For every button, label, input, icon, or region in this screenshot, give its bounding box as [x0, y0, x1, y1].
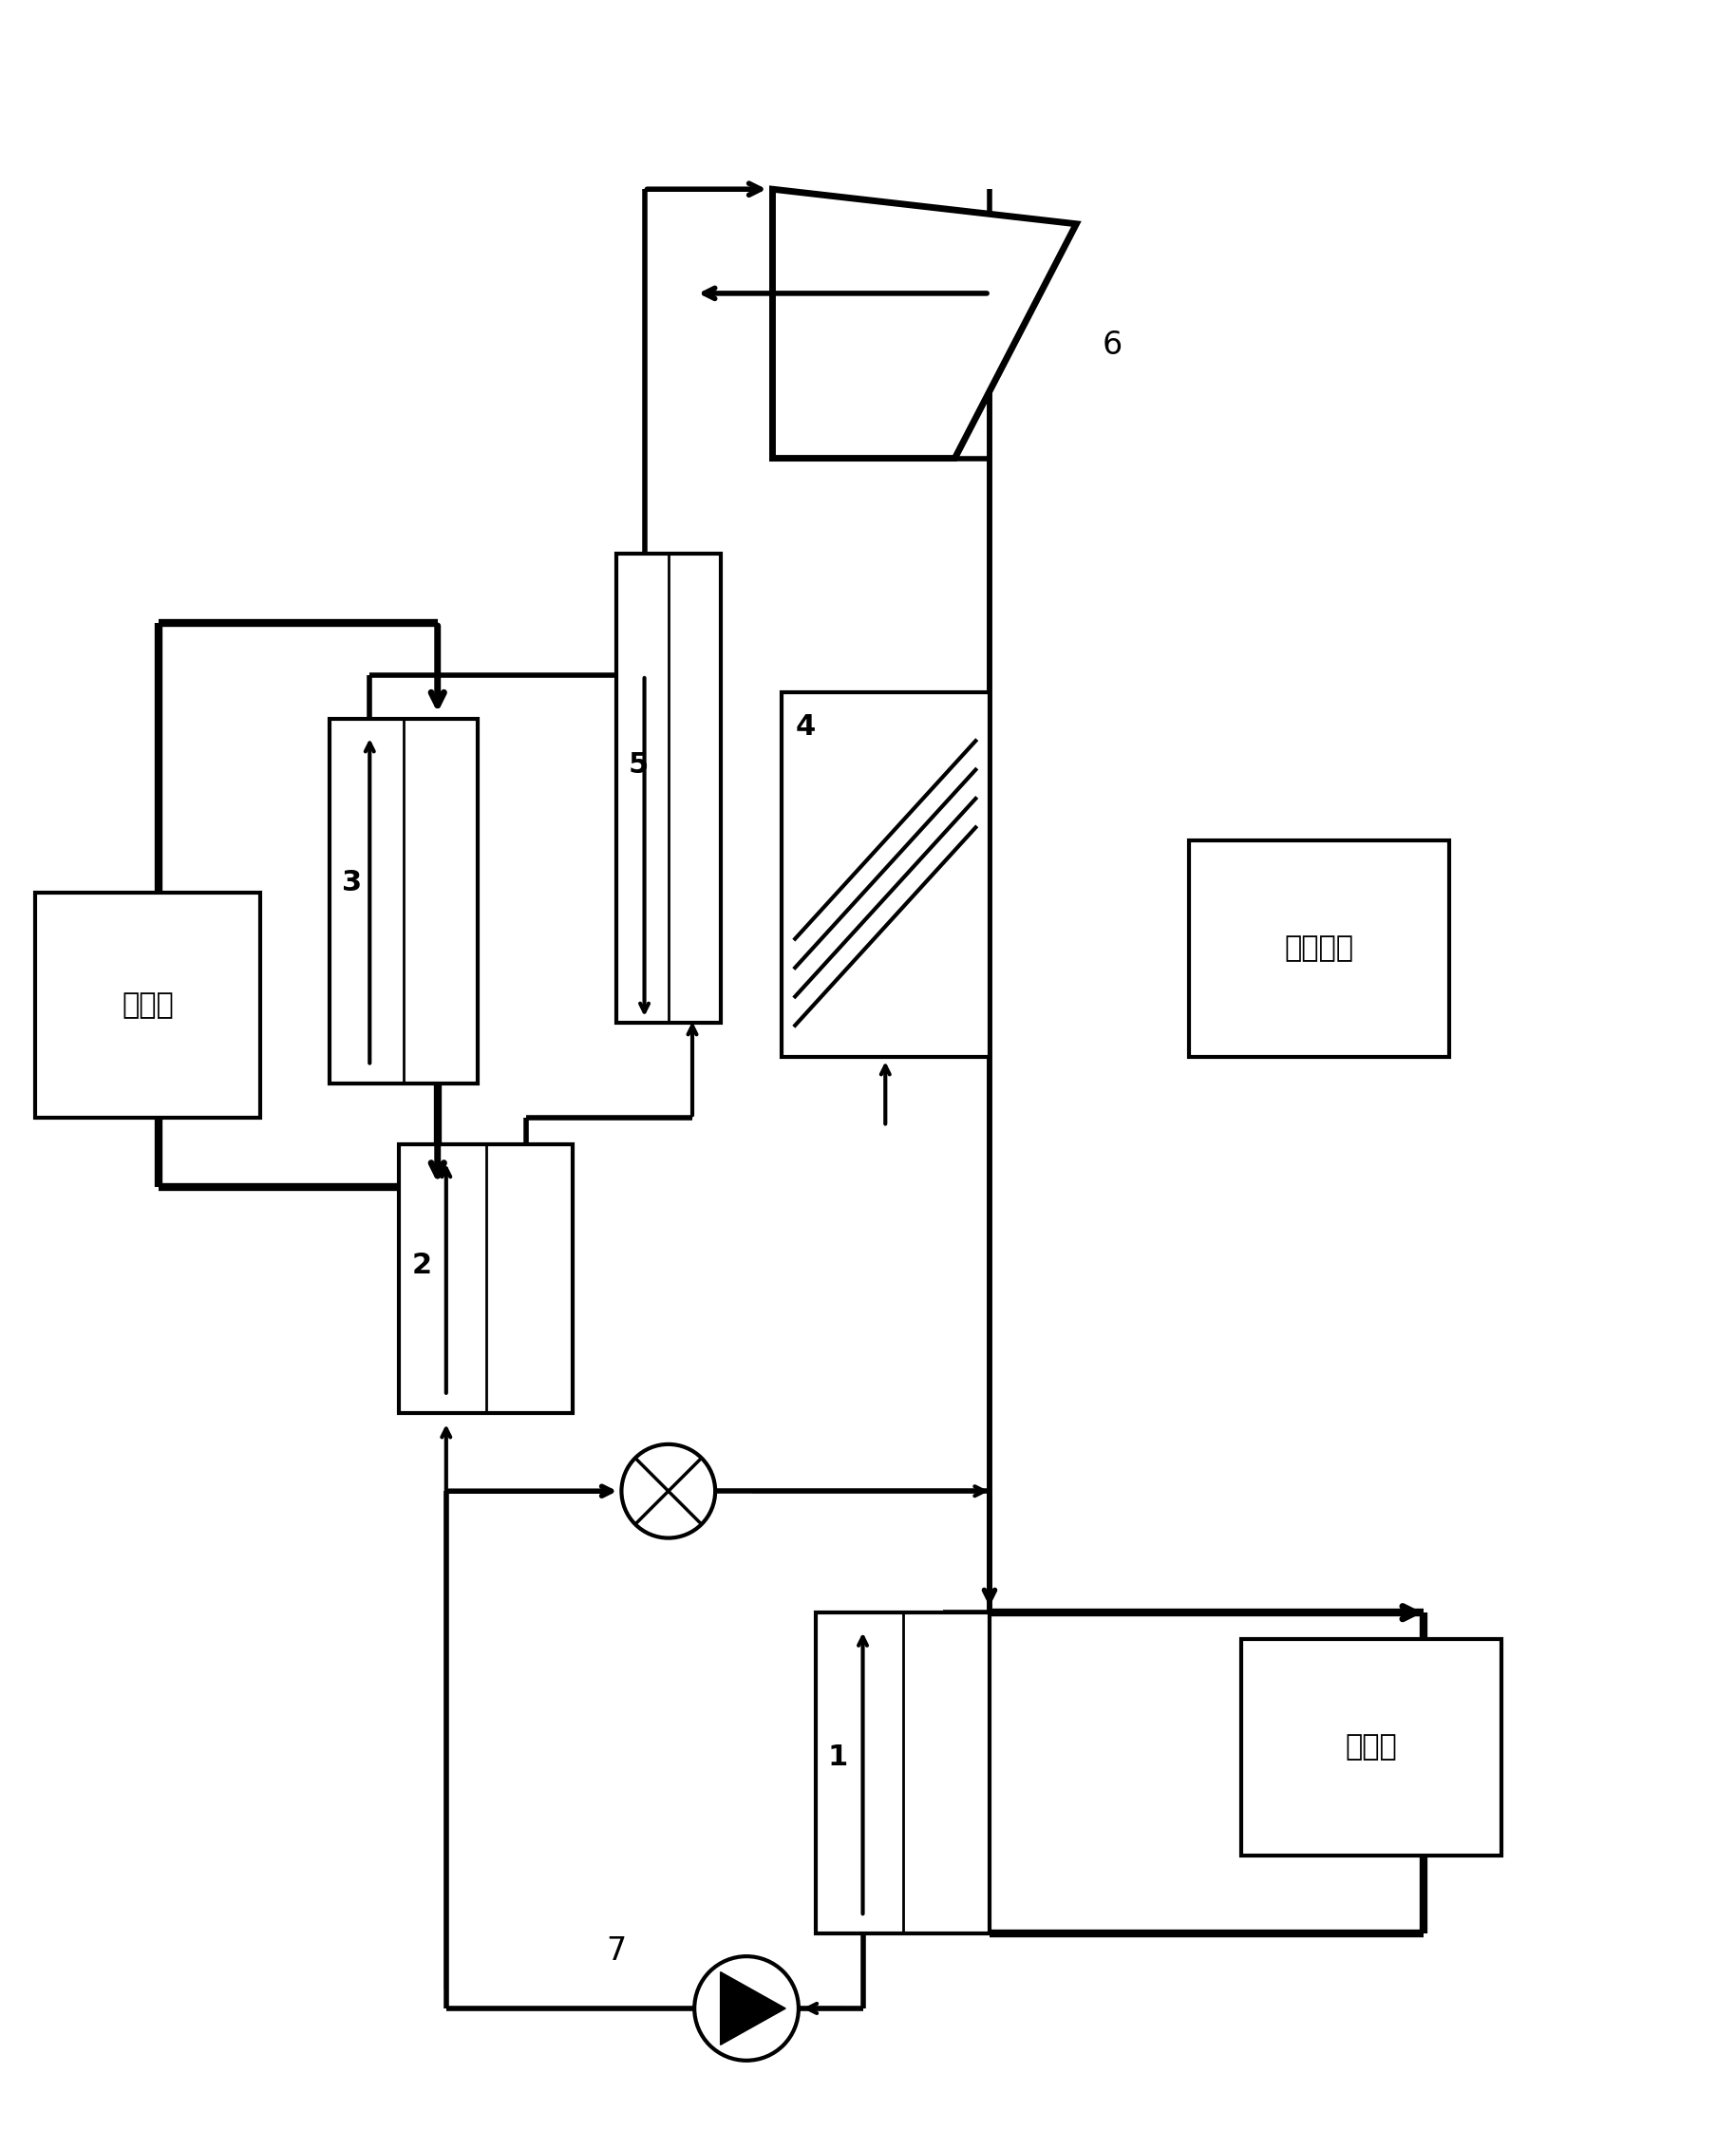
Text: 2: 2	[411, 1251, 432, 1279]
Bar	[616, 554, 720, 1023]
Text: 5: 5	[628, 750, 649, 778]
Bar	[399, 1143, 573, 1414]
Bar	[35, 892, 260, 1117]
Circle shape	[694, 1956, 799, 2061]
Text: 7: 7	[606, 1936, 627, 1966]
Text: 太阳光照: 太阳光照	[1285, 935, 1354, 963]
Bar	[1189, 840, 1450, 1057]
Polygon shape	[720, 1973, 785, 2046]
Text: 3: 3	[342, 868, 363, 896]
Circle shape	[621, 1444, 715, 1539]
Bar	[781, 692, 990, 1057]
Bar	[330, 718, 477, 1083]
Polygon shape	[773, 189, 1076, 458]
Bar	[1241, 1640, 1502, 1855]
Text: 1: 1	[828, 1743, 849, 1771]
Text: 冷却水: 冷却水	[1345, 1734, 1397, 1760]
Text: 地热水: 地热水	[122, 991, 174, 1019]
Text: 4: 4	[795, 713, 816, 741]
Text: 6: 6	[1102, 329, 1123, 361]
Bar	[816, 1612, 990, 1934]
